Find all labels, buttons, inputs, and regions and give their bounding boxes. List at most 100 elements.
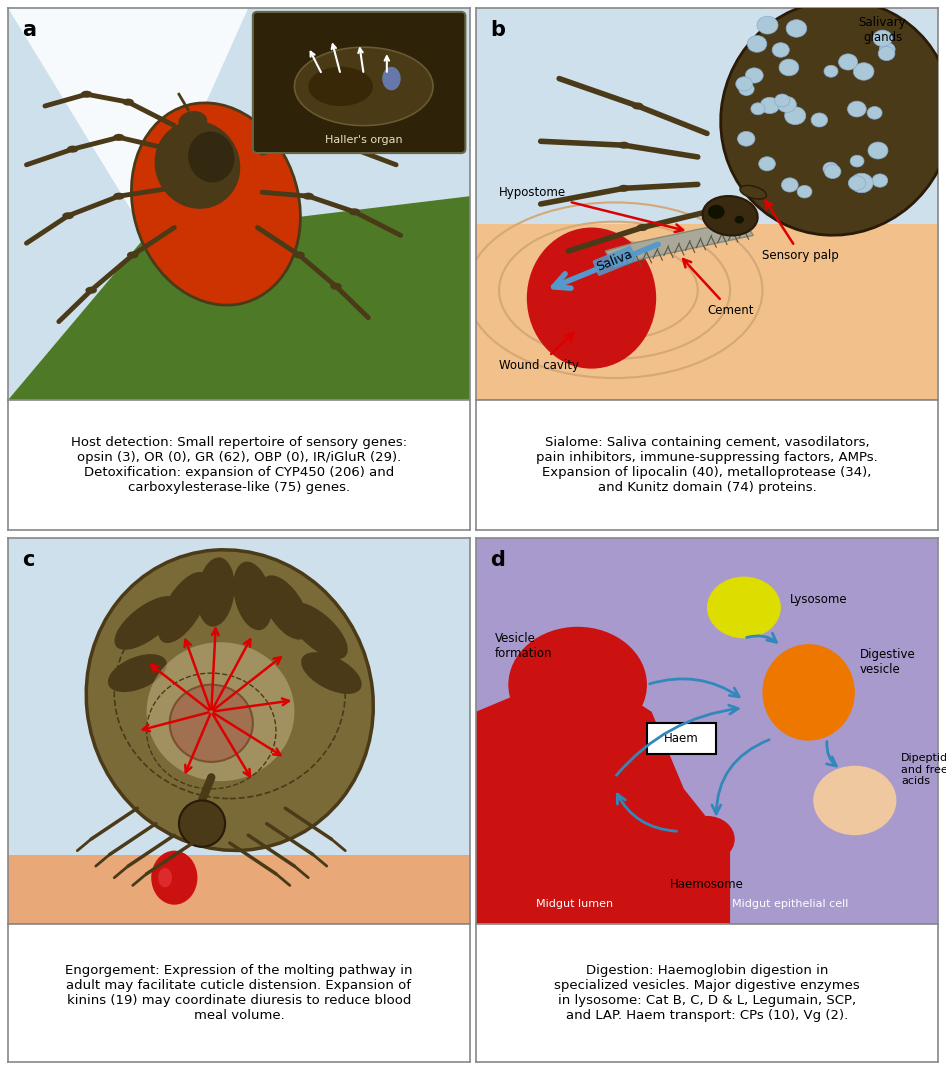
Ellipse shape — [762, 644, 855, 740]
Circle shape — [811, 113, 828, 127]
Text: Saliva: Saliva — [595, 248, 635, 274]
Circle shape — [747, 35, 767, 52]
Text: Hypostome: Hypostome — [499, 186, 683, 232]
Text: Sialome: Saliva containing cement, vasodilators,
pain inhibitors, immune-suppres: Sialome: Saliva containing cement, vasod… — [536, 435, 878, 494]
Text: Midgut epithelial cell: Midgut epithelial cell — [732, 899, 849, 908]
Ellipse shape — [349, 209, 360, 215]
Ellipse shape — [127, 251, 138, 259]
Ellipse shape — [527, 228, 657, 369]
Ellipse shape — [330, 282, 342, 290]
Circle shape — [878, 46, 895, 61]
Circle shape — [849, 175, 866, 190]
Circle shape — [508, 627, 647, 743]
Ellipse shape — [147, 642, 294, 781]
Ellipse shape — [618, 141, 630, 149]
Circle shape — [873, 30, 892, 46]
Ellipse shape — [114, 596, 179, 649]
Ellipse shape — [703, 196, 758, 235]
Circle shape — [522, 758, 615, 836]
Ellipse shape — [85, 287, 96, 294]
Polygon shape — [8, 196, 470, 400]
FancyBboxPatch shape — [476, 538, 938, 924]
Polygon shape — [605, 219, 753, 266]
Circle shape — [872, 174, 887, 187]
Ellipse shape — [114, 193, 125, 200]
Text: Cement: Cement — [683, 259, 754, 317]
Ellipse shape — [114, 134, 125, 141]
Circle shape — [850, 155, 864, 167]
Polygon shape — [476, 7, 938, 224]
Circle shape — [707, 577, 780, 639]
Ellipse shape — [740, 185, 766, 199]
FancyBboxPatch shape — [253, 12, 465, 153]
Polygon shape — [476, 224, 938, 400]
Polygon shape — [8, 7, 248, 235]
Text: Sensory palp: Sensory palp — [762, 201, 839, 262]
Text: Haller's organ: Haller's organ — [324, 135, 403, 146]
Text: Host detection: Small repertoire of sensory genes:
opsin (3), OR (0), GR (62), O: Host detection: Small repertoire of sens… — [71, 435, 407, 494]
Circle shape — [780, 59, 798, 76]
Circle shape — [757, 16, 778, 34]
Text: Dipeptides
and free amino
acids: Dipeptides and free amino acids — [901, 753, 946, 786]
Ellipse shape — [618, 185, 630, 192]
Ellipse shape — [179, 111, 206, 132]
Ellipse shape — [721, 0, 946, 235]
Ellipse shape — [261, 576, 309, 640]
Circle shape — [739, 82, 754, 95]
Ellipse shape — [156, 122, 239, 208]
Ellipse shape — [197, 557, 235, 627]
Text: Haemosome: Haemosome — [670, 877, 744, 890]
Circle shape — [797, 185, 812, 198]
Ellipse shape — [158, 868, 172, 887]
Circle shape — [824, 65, 838, 77]
Polygon shape — [8, 7, 470, 400]
Ellipse shape — [80, 91, 93, 97]
Ellipse shape — [303, 138, 314, 144]
Text: Midgut lumen: Midgut lumen — [536, 899, 613, 908]
Ellipse shape — [293, 251, 305, 259]
Circle shape — [784, 107, 806, 125]
Text: a: a — [22, 19, 36, 40]
Circle shape — [814, 766, 897, 836]
Circle shape — [735, 216, 744, 224]
Text: Vesicle
formation: Vesicle formation — [495, 632, 552, 660]
Ellipse shape — [288, 602, 348, 659]
Ellipse shape — [637, 224, 648, 231]
Circle shape — [879, 43, 895, 56]
Ellipse shape — [298, 98, 309, 106]
Circle shape — [868, 142, 888, 159]
Text: c: c — [22, 550, 34, 569]
Ellipse shape — [349, 146, 360, 153]
Ellipse shape — [188, 132, 235, 182]
Text: Salivary
glands: Salivary glands — [859, 16, 906, 44]
Polygon shape — [156, 851, 193, 870]
Circle shape — [738, 132, 755, 147]
Circle shape — [838, 54, 858, 70]
Circle shape — [823, 163, 838, 175]
Circle shape — [867, 107, 882, 119]
FancyBboxPatch shape — [647, 723, 716, 754]
Circle shape — [761, 97, 780, 113]
Ellipse shape — [294, 47, 433, 125]
Ellipse shape — [169, 685, 253, 762]
Circle shape — [850, 173, 873, 193]
Circle shape — [824, 165, 841, 179]
Ellipse shape — [179, 800, 225, 846]
Circle shape — [853, 63, 874, 80]
Ellipse shape — [62, 212, 74, 219]
FancyBboxPatch shape — [8, 538, 470, 924]
Circle shape — [848, 102, 867, 117]
Ellipse shape — [86, 550, 374, 851]
Text: b: b — [490, 19, 505, 40]
Text: Wound cavity: Wound cavity — [499, 333, 579, 371]
Circle shape — [679, 816, 735, 862]
Circle shape — [781, 178, 798, 192]
Circle shape — [751, 103, 765, 114]
Circle shape — [759, 156, 776, 171]
Text: d: d — [490, 550, 505, 569]
Circle shape — [775, 94, 790, 107]
Text: Engorgement: Expression of the molting pathway in
adult may facilitate cuticle d: Engorgement: Expression of the molting p… — [65, 964, 412, 1022]
Circle shape — [786, 19, 807, 37]
Ellipse shape — [303, 193, 314, 200]
Ellipse shape — [122, 98, 134, 106]
